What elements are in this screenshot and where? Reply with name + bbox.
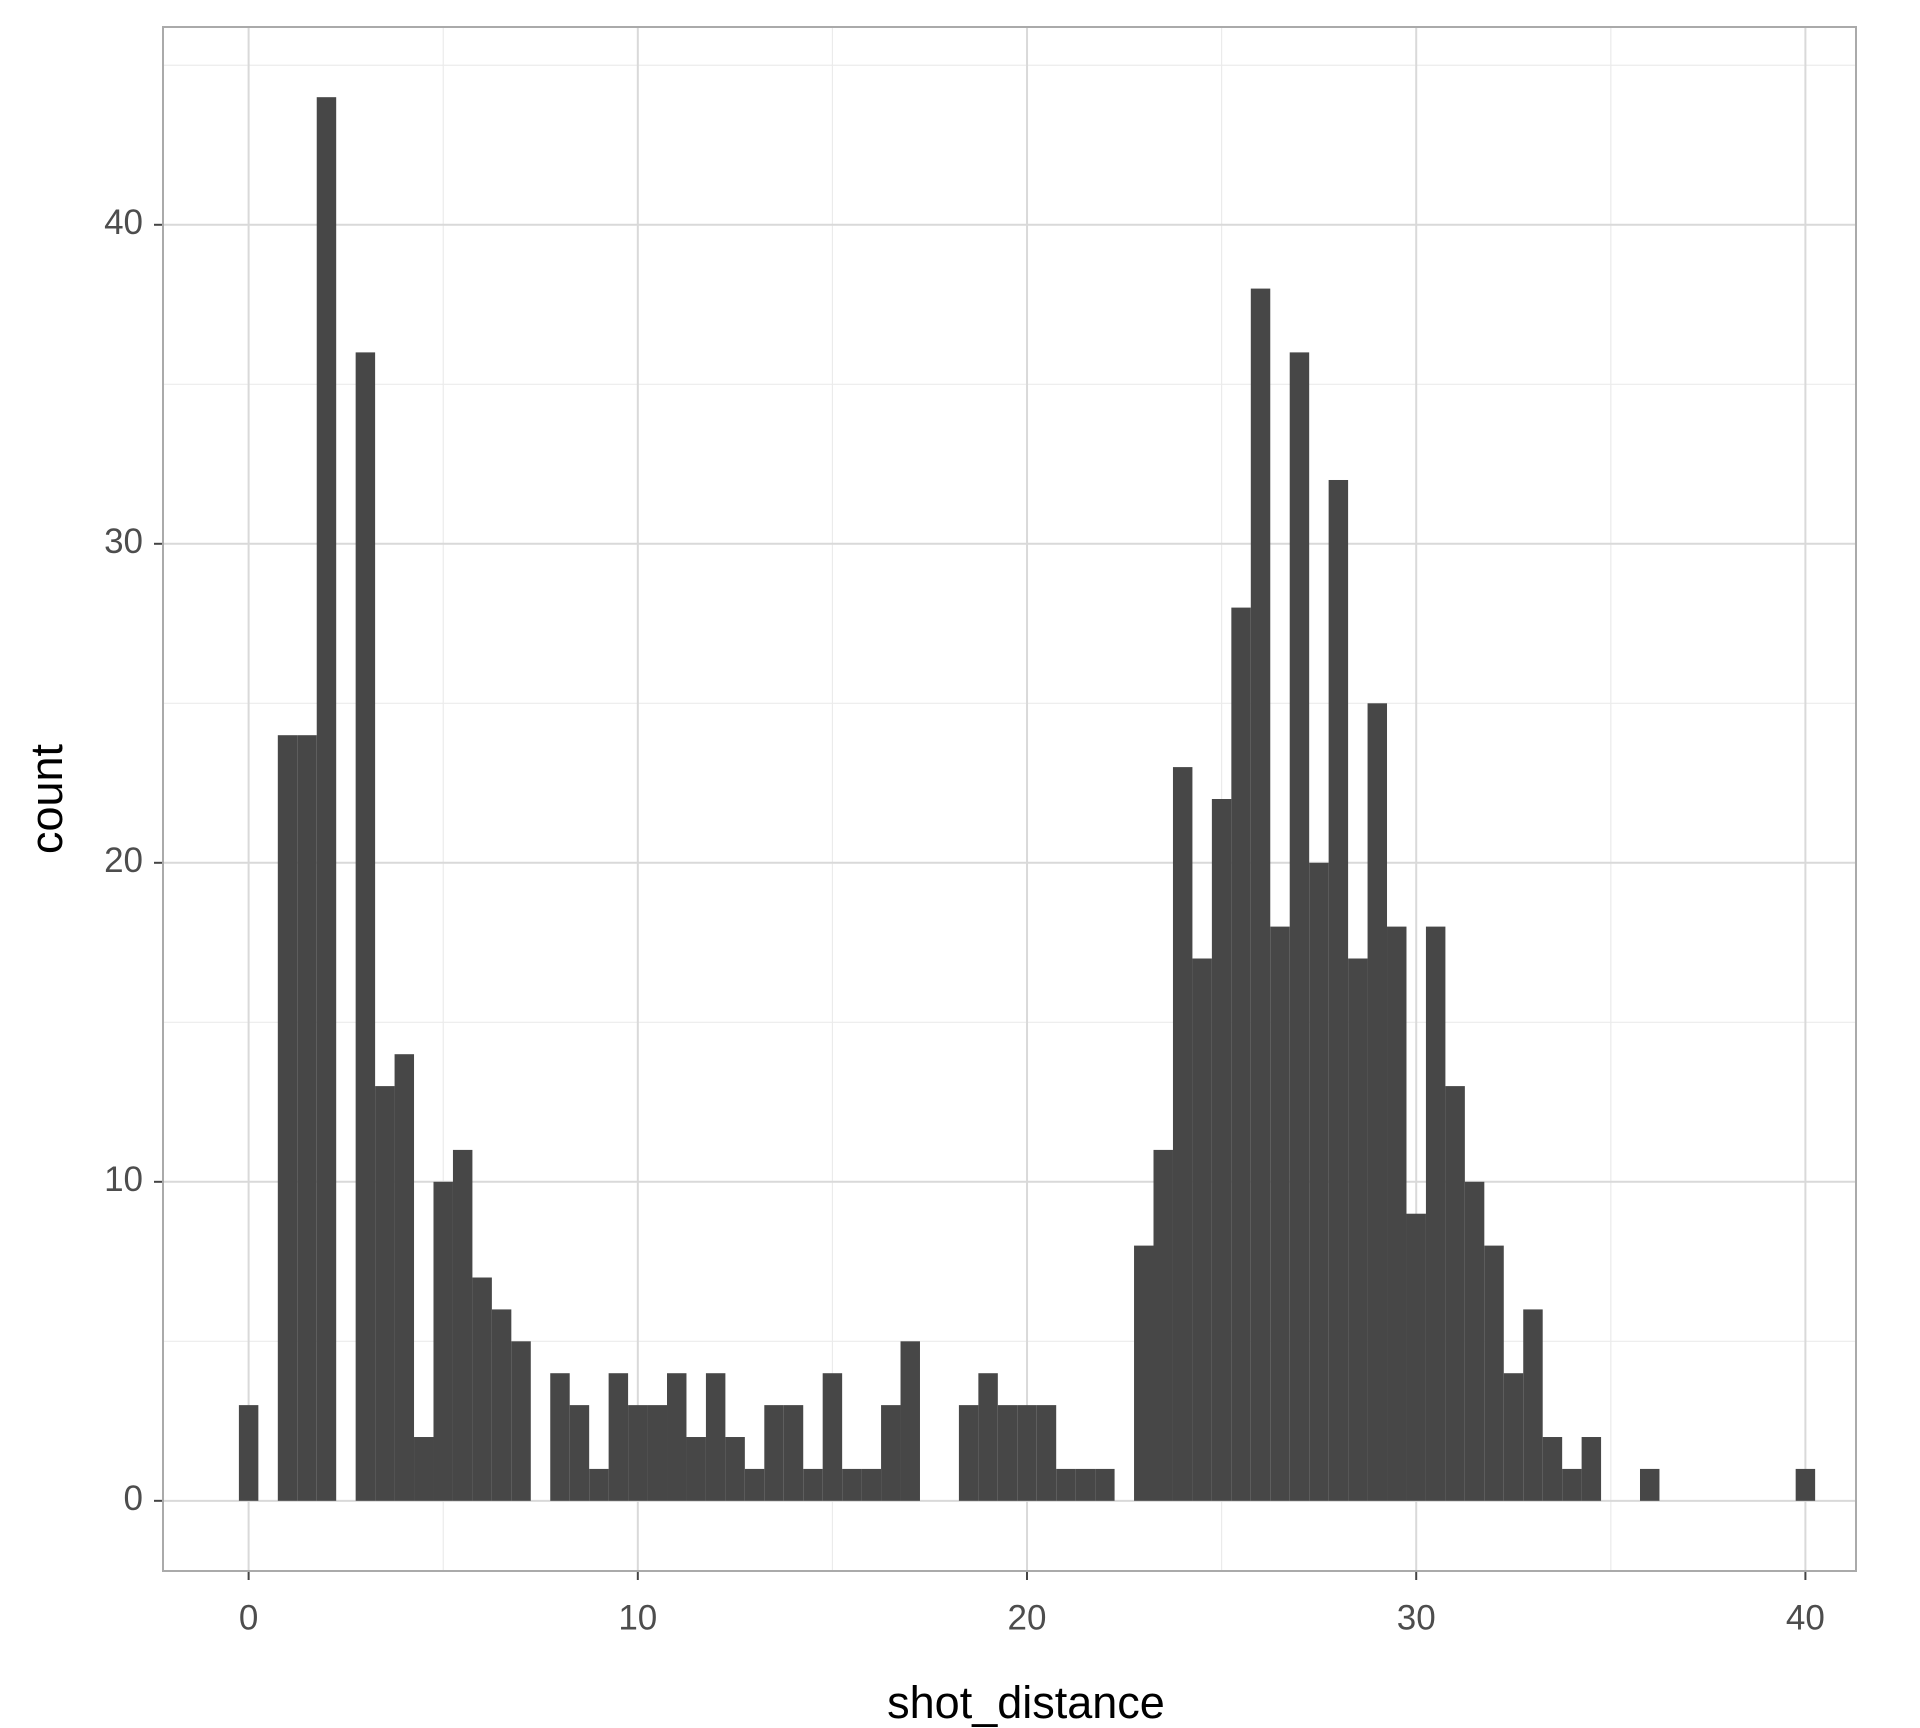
- bar: [277, 735, 298, 1501]
- bar: [375, 1086, 395, 1501]
- y-tick-label: 40: [104, 203, 143, 242]
- y-tick-label: 10: [104, 1160, 143, 1199]
- bar: [414, 1437, 434, 1501]
- bar: [1406, 1213, 1426, 1501]
- bar: [1464, 1181, 1485, 1501]
- bar: [1503, 1373, 1524, 1501]
- bar: [1445, 1086, 1465, 1501]
- bar: [667, 1373, 687, 1501]
- bar: [1211, 799, 1232, 1501]
- bar: [316, 97, 337, 1501]
- bar: [1639, 1468, 1660, 1501]
- bar: [1250, 288, 1271, 1501]
- x-tick-label: 20: [1008, 1598, 1047, 1637]
- y-tick-label: 30: [104, 522, 143, 561]
- bar: [744, 1468, 765, 1501]
- y-axis-title: count: [21, 743, 72, 854]
- bar: [550, 1373, 570, 1501]
- bar: [608, 1373, 629, 1501]
- bar: [1328, 479, 1349, 1501]
- bar: [881, 1405, 901, 1501]
- bar: [842, 1468, 862, 1501]
- bar: [394, 1054, 415, 1501]
- bar: [1134, 1245, 1154, 1501]
- bar: [803, 1468, 823, 1501]
- bar: [1172, 767, 1193, 1501]
- bar: [1153, 1149, 1173, 1501]
- bar: [1309, 862, 1329, 1501]
- x-tick-label: 40: [1786, 1598, 1825, 1637]
- bar: [569, 1405, 590, 1501]
- bar: [1542, 1437, 1563, 1501]
- bar: [1387, 926, 1407, 1501]
- bar: [511, 1341, 531, 1501]
- bar: [1562, 1468, 1582, 1501]
- bar: [900, 1341, 920, 1501]
- bar: [1270, 926, 1290, 1501]
- bar: [997, 1405, 1018, 1501]
- bar: [861, 1468, 882, 1501]
- bar: [1581, 1437, 1602, 1501]
- bar: [958, 1405, 979, 1501]
- bar: [1425, 926, 1446, 1501]
- bar: [783, 1405, 804, 1501]
- bar: [1523, 1309, 1543, 1501]
- bar: [1095, 1468, 1115, 1501]
- bar: [472, 1277, 492, 1501]
- bar: [1289, 352, 1310, 1501]
- bar: [978, 1373, 998, 1501]
- bar: [297, 735, 317, 1501]
- bar: [1367, 703, 1388, 1501]
- bar: [1036, 1405, 1057, 1501]
- bar: [452, 1149, 473, 1501]
- x-tick-label: 10: [618, 1598, 657, 1637]
- bar: [589, 1468, 609, 1501]
- bar: [433, 1181, 453, 1501]
- y-tick-label: 20: [104, 841, 143, 880]
- panel-border: [162, 26, 1857, 1572]
- bar: [1075, 1468, 1096, 1501]
- bar: [1231, 607, 1251, 1501]
- bar: [725, 1437, 745, 1501]
- x-axis-title: shot_distance: [887, 1677, 1165, 1728]
- bar: [647, 1405, 668, 1501]
- bar: [628, 1405, 648, 1501]
- bar: [238, 1405, 259, 1501]
- bar: [1795, 1468, 1816, 1501]
- bar: [491, 1309, 512, 1501]
- x-tick-label: 30: [1397, 1598, 1436, 1637]
- bar: [1348, 958, 1368, 1501]
- bar: [1192, 958, 1212, 1501]
- bar: [686, 1437, 706, 1501]
- bar: [764, 1405, 784, 1501]
- bar: [355, 352, 376, 1501]
- bar: [822, 1373, 843, 1501]
- x-tick-label: 0: [239, 1598, 258, 1637]
- y-tick-label: 0: [124, 1479, 143, 1518]
- bar: [1484, 1245, 1504, 1501]
- bar: [1017, 1405, 1037, 1501]
- bar: [705, 1373, 726, 1501]
- bar: [1056, 1468, 1076, 1501]
